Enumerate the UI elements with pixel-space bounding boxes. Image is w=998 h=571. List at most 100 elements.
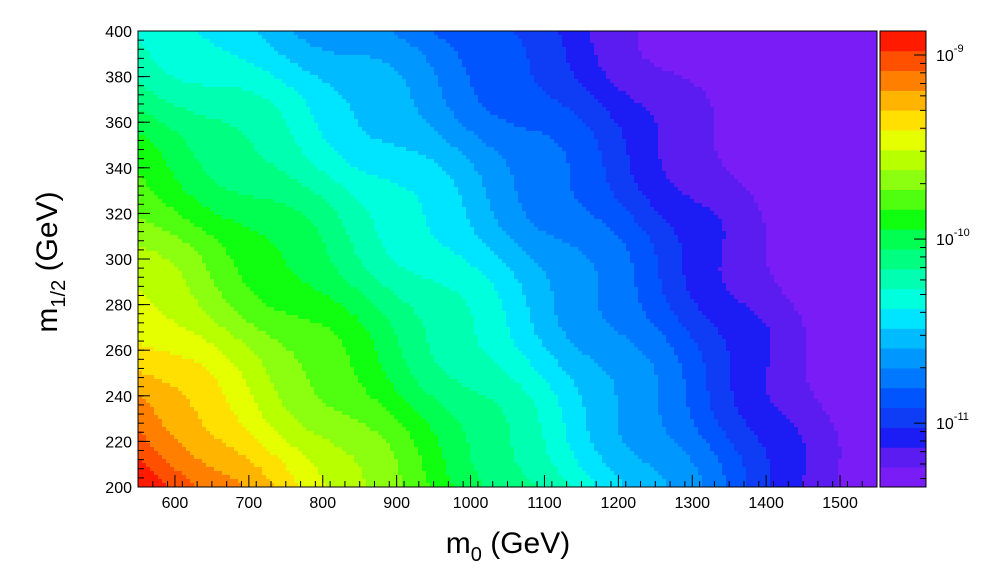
contour-cell (846, 43, 851, 48)
contour-cell (870, 131, 875, 136)
contour-cell (770, 39, 775, 44)
contour-cell (774, 87, 779, 92)
contour-cell (138, 39, 143, 44)
contour-cell (590, 47, 595, 52)
contour-cell (574, 51, 579, 56)
contour-cell (818, 131, 823, 136)
contour-cell (786, 35, 791, 40)
contour-cell (282, 51, 287, 56)
contour-cell (142, 79, 147, 84)
contour-cell (342, 107, 347, 112)
contour-cell (846, 111, 851, 116)
contour-cell (338, 115, 343, 120)
contour-cell (218, 99, 223, 104)
contour-cell (830, 99, 835, 104)
contour-cell (194, 59, 199, 64)
contour-cell (730, 127, 735, 132)
contour-cell (358, 87, 363, 92)
contour-cell (390, 123, 395, 128)
contour-cell (762, 31, 767, 36)
contour-cell (826, 75, 831, 80)
contour-cell (526, 115, 531, 120)
contour-cell (710, 83, 715, 88)
contour-cell (854, 119, 859, 124)
contour-cell (498, 111, 503, 116)
contour-cell (538, 63, 543, 68)
contour-cell (494, 107, 499, 112)
contour-cell (234, 91, 239, 96)
contour-cell (722, 95, 727, 100)
contour-cell (234, 47, 239, 52)
contour-cell (302, 71, 307, 76)
contour-cell (182, 51, 187, 56)
contour-cell (494, 127, 499, 132)
contour-cell (370, 43, 375, 48)
contour-cell (214, 43, 219, 48)
contour-cell (402, 67, 407, 72)
contour-cell (334, 91, 339, 96)
contour-cell (314, 135, 319, 140)
contour-cell (758, 59, 763, 64)
contour-cell (386, 59, 391, 64)
contour-cell (694, 107, 699, 112)
contour-cell (194, 91, 199, 96)
contour-cell (406, 131, 411, 136)
contour-cell (554, 31, 559, 36)
contour-cell (170, 43, 175, 48)
contour-cell (818, 83, 823, 88)
contour-cell (698, 131, 703, 136)
contour-cell (406, 63, 411, 68)
contour-cell (410, 31, 415, 36)
contour-cell (658, 63, 663, 68)
contour-cell (138, 75, 143, 80)
contour-cell (394, 123, 399, 128)
contour-cell (574, 71, 579, 76)
contour-cell (510, 31, 515, 36)
contour-cell (418, 55, 423, 60)
contour-cell (262, 115, 267, 120)
contour-cell (438, 31, 443, 36)
contour-cell (326, 71, 331, 76)
contour-cell (410, 59, 415, 64)
contour-cell (782, 123, 787, 128)
contour-cell (702, 87, 707, 92)
contour-cell (302, 75, 307, 80)
contour-cell (678, 123, 683, 128)
contour-cell (766, 51, 771, 56)
contour-cell (722, 67, 727, 72)
contour-cell (254, 123, 259, 128)
contour-cell (254, 119, 259, 124)
contour-cell (406, 67, 411, 72)
contour-cell (302, 127, 307, 132)
contour-cell (386, 47, 391, 52)
contour-cell (854, 127, 859, 132)
contour-cell (374, 127, 379, 132)
contour-cell (210, 115, 215, 120)
contour-cell (298, 87, 303, 92)
contour-cell (758, 103, 763, 108)
contour-cell (690, 43, 695, 48)
contour-cell (470, 31, 475, 36)
contour-cell (258, 67, 263, 72)
contour-cell (478, 59, 483, 64)
contour-cell (326, 43, 331, 48)
contour-cell (438, 115, 443, 120)
contour-cell (562, 123, 567, 128)
contour-cell (430, 131, 435, 136)
contour-cell (766, 67, 771, 72)
contour-cell (182, 47, 187, 52)
contour-cell (622, 119, 627, 124)
contour-cell (254, 83, 259, 88)
contour-cell (590, 87, 595, 92)
contour-cell (454, 103, 459, 108)
contour-cell (682, 131, 687, 136)
contour-cell (246, 71, 251, 76)
contour-cell (218, 47, 223, 52)
contour-cell (726, 123, 731, 128)
contour-cell (594, 91, 599, 96)
contour-cell (210, 99, 215, 104)
contour-cell (758, 67, 763, 72)
contour-cell (822, 111, 827, 116)
contour-cell (818, 59, 823, 64)
contour-cell (142, 115, 147, 120)
